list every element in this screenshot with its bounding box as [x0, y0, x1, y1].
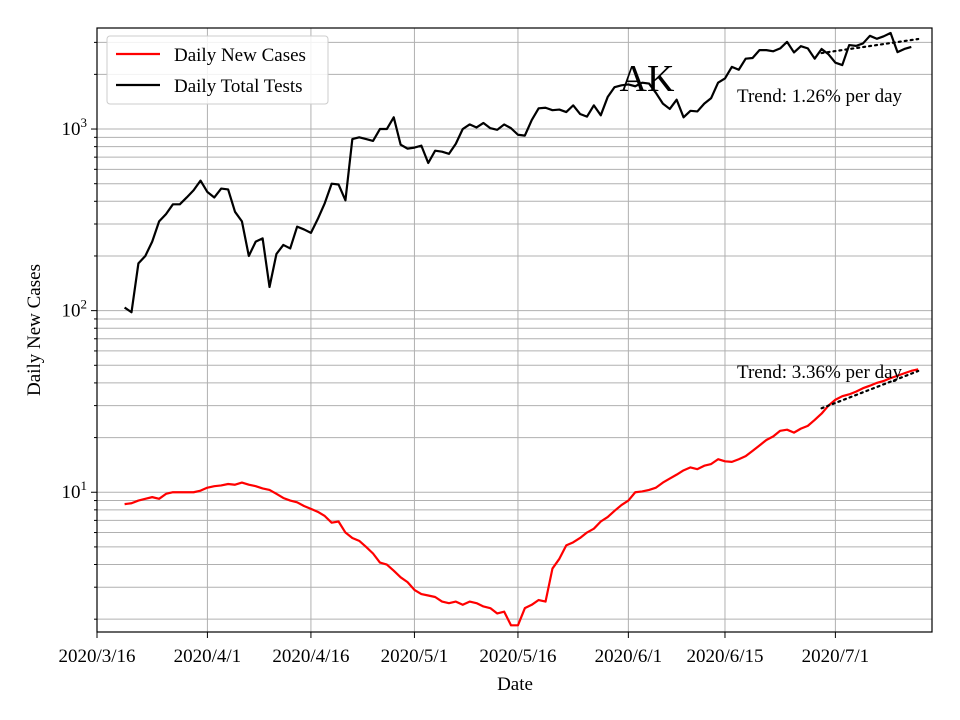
x-tick-label: 2020/7/1	[802, 646, 870, 667]
y-tick-label: 103	[62, 115, 88, 140]
legend-box	[106, 35, 329, 105]
legend: Daily New Cases Daily Total Tests	[106, 35, 329, 105]
x-tick-label: 2020/4/16	[272, 646, 349, 667]
x-axis-ticks: 2020/3/16 2020/4/1 2020/4/16 2020/5/1 2020/5…	[58, 632, 869, 667]
trend-line-daily-new-cases	[820, 369, 920, 410]
x-tick-label: 2020/6/15	[686, 646, 763, 667]
series-group	[123, 31, 920, 627]
y-tick-label: 101	[62, 478, 88, 503]
trend-line-daily-total-tests	[820, 37, 920, 55]
legend-label-daily-total-tests: Daily Total Tests	[174, 76, 303, 97]
plot-frame	[96, 27, 933, 633]
grid-lines	[96, 28, 932, 632]
trend-annotation-tests: Trend: 1.26% per day	[737, 86, 902, 107]
y-axis-label: Daily New Cases	[24, 264, 45, 396]
y-tick-label: 102	[62, 297, 88, 322]
series-line-daily-total-tests	[123, 31, 912, 314]
x-tick-label: 2020/3/16	[58, 646, 135, 667]
x-tick-label: 2020/5/16	[479, 646, 556, 667]
trend-annotation-cases: Trend: 3.36% per day	[737, 362, 902, 383]
legend-label-daily-new-cases: Daily New Cases	[174, 45, 306, 66]
y-axis-ticks: 101 102 103	[62, 41, 97, 620]
chart-title: AK	[620, 58, 675, 100]
x-tick-label: 2020/5/1	[381, 646, 449, 667]
series-line-daily-new-cases	[124, 368, 919, 627]
x-tick-label: 2020/4/1	[174, 646, 242, 667]
plot-area	[97, 28, 932, 632]
x-axis-label: Date	[497, 674, 533, 695]
x-tick-label: 2020/6/1	[595, 646, 663, 667]
